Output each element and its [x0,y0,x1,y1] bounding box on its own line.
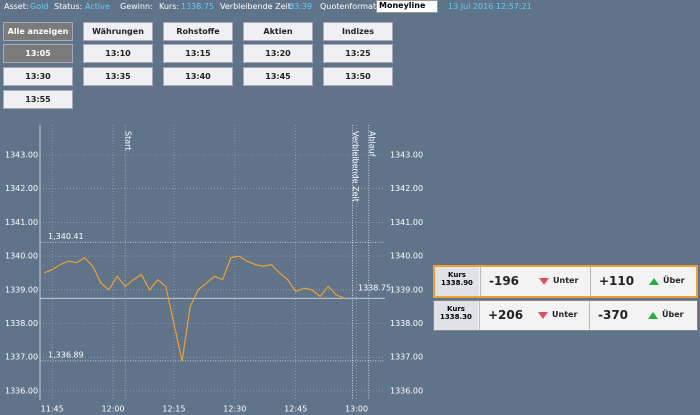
kurs-label: Kurs [447,305,465,313]
asset: Gold [30,2,49,11]
chart: 1336.00 1336.00 1337.00 1337.00 1338.00 1338.… [5,125,423,414]
y-tick-label-right: 1339.00 [390,285,423,294]
odds-cell[interactable]: -196 Unter [480,267,589,296]
kurs-label: Kurs [448,271,466,279]
odds-cell[interactable]: +110 Über [590,267,699,296]
tab-button[interactable]: Rohstoffe [163,22,233,41]
y-tick-label: 1343.00 [5,150,38,159]
x-tick-label: 11:45 [41,405,64,414]
label: Quotenformat: [320,2,379,11]
y-tick-label: 1340.00 [5,252,38,261]
current-label: 1338.75 [358,284,391,293]
status: Active [85,2,110,11]
odds-cell[interactable]: +206 Unter [479,301,588,330]
odds: +110 [599,274,635,288]
expiry-button[interactable]: 13:50 [323,67,393,86]
odds: +206 [488,308,524,322]
arrow-shape [649,278,659,285]
odds: -196 [489,274,520,288]
label: Kurs: [159,2,180,11]
kurs-price: 1338.30 [440,313,472,321]
direction: Unter [553,276,579,285]
arrow-shape [539,278,549,285]
remaining: 03:39 [289,2,313,11]
y-tick-label-right: 1337.00 [390,353,423,362]
y-tick-label-right: 1340.00 [390,252,423,261]
x-tick-label: 12:00 [102,405,125,414]
expiry-button[interactable]: 13:40 [163,67,233,86]
x-tick-label: 13:00 [345,405,368,414]
price-line [43,255,345,362]
down-arrow [538,312,548,319]
expiry-button[interactable]: 13:10 [83,44,153,63]
format-select[interactable]: Moneyline [376,0,438,13]
y-tick-label-right: 1341.00 [390,218,423,227]
header: Asset: Gold Status: Active Gewinn: Kurs:… [0,0,700,14]
direction: Unter [552,310,578,319]
expiry-button[interactable]: 13:05 [3,44,73,63]
label: Gewinn: [120,2,153,11]
up-arrow [649,278,659,285]
datetime: 13 Jul 2016 12:57:21 [448,2,532,11]
y-tick-label: 1336.00 [5,386,38,395]
x-tick-label: 12:30 [223,405,246,414]
y-tick-label-right: 1342.00 [390,184,423,193]
odds: -370 [598,308,629,322]
kurs-price: 1338.90 [441,279,473,287]
expiry-button[interactable]: 13:25 [323,44,393,63]
expiry-button[interactable]: 13:15 [163,44,233,63]
time-marker-label: Verbleibende Zeit [351,131,360,202]
y-tick-label: 1339.00 [5,285,38,294]
down-arrow [539,278,549,285]
expiry-button[interactable]: 13:35 [83,67,153,86]
expiry-button[interactable]: 13:20 [243,44,313,63]
expiry-button[interactable]: 13:55 [3,90,73,109]
direction: Über [662,310,684,319]
y-tick-label: 1337.00 [5,353,38,362]
y-tick-label: 1338.00 [5,319,38,328]
label: Asset: [4,2,29,11]
kurs-cell: Kurs 1338.90 [435,267,479,296]
label: Verbleibende Zeit: [220,2,294,11]
y-tick-label-right: 1338.00 [390,319,423,328]
y-tick-label-right: 1343.00 [390,150,423,159]
expiry-button[interactable]: 13:45 [243,67,313,86]
y-tick-label-right: 1336.00 [390,386,423,395]
odds-cell[interactable]: -370 Über [589,301,698,330]
price: 1338.75 [181,2,215,11]
time-marker-label: Ablauf [367,131,376,157]
y-tick-label: 1342.00 [5,184,38,193]
tab-button[interactable]: Aktien [243,22,313,41]
expiry-button[interactable]: 13:30 [3,67,73,86]
range-label: 1,340.41 [48,232,84,241]
quote-table: Kurs 1338.90 -196 Unter +110 Über Kurs 1338.30 +… [433,265,698,333]
arrow-shape [648,312,658,319]
range-label: 1,336.89 [48,350,84,359]
x-tick-label: 12:15 [162,405,185,414]
x-tick-label: 12:45 [284,405,307,414]
up-arrow [648,312,658,319]
tab-button[interactable]: Alle anzeigen [3,22,73,41]
y-tick-label: 1341.00 [5,218,38,227]
tab-button[interactable]: Währungen [83,22,153,41]
time-marker-label: Start [124,131,133,151]
kurs-cell: Kurs 1338.30 [434,301,478,330]
direction: Über [663,276,685,285]
arrow-shape [538,312,548,319]
quote-row: Kurs 1338.90 -196 Unter +110 Über [433,265,698,298]
quote-row: Kurs 1338.30 +206 Unter -370 Über [433,300,698,331]
label: Status: [54,2,83,11]
tab-button[interactable]: Indizes [323,22,393,41]
